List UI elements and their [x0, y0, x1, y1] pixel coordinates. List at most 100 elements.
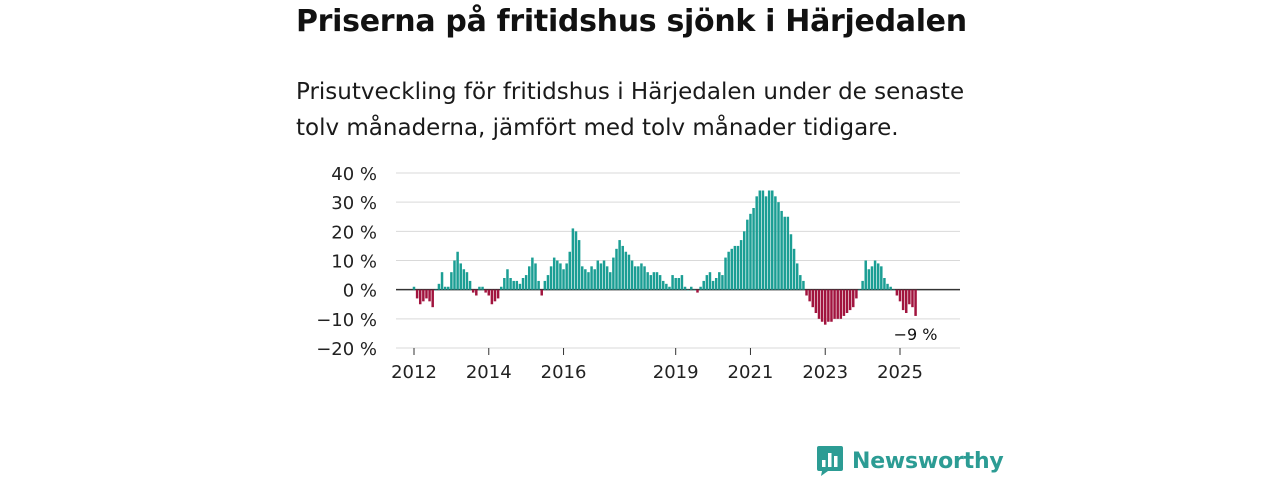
x-axis: 2012 2014 2016 2019 2021 2023 2025: [391, 348, 923, 383]
bar: [543, 280, 547, 290]
bar: [443, 286, 447, 290]
brand-logo: Newsworthy: [816, 445, 1004, 477]
bar: [422, 289, 425, 302]
bar: [440, 272, 444, 290]
bar: [621, 245, 624, 290]
bar: [462, 269, 466, 290]
bar: [792, 248, 796, 290]
bar: [453, 260, 456, 290]
bar: [481, 286, 484, 290]
bar: [630, 260, 634, 290]
bar: [836, 289, 839, 319]
bar: [499, 286, 503, 290]
bar: [602, 260, 606, 290]
bar: [521, 278, 525, 290]
bar: [637, 266, 640, 290]
bar: [605, 266, 609, 290]
bar: [412, 286, 416, 290]
x-tick-label: 2014: [466, 362, 512, 383]
bar: [661, 280, 665, 290]
bar: [795, 263, 799, 290]
bar: [518, 283, 522, 290]
bar: [574, 231, 578, 290]
bar: [571, 228, 575, 290]
bar: [612, 257, 615, 290]
x-tick-label: 2016: [541, 362, 587, 383]
bar: [752, 208, 755, 290]
x-tick-label: 2023: [802, 362, 848, 383]
bar: [556, 260, 559, 290]
bar: [889, 286, 892, 290]
bar: [577, 240, 581, 290]
bar: [680, 275, 684, 290]
bar: [786, 216, 790, 290]
bar: [624, 251, 628, 290]
bar: [724, 257, 727, 290]
bar: [867, 269, 871, 290]
bar: [475, 289, 478, 296]
bar: [665, 283, 668, 290]
bar: [702, 280, 705, 290]
y-tick-label: 0 %: [343, 281, 377, 302]
bar: [471, 289, 475, 293]
bar: [677, 278, 681, 290]
bar: [799, 275, 802, 290]
bar: [465, 272, 469, 290]
x-tick-label: 2021: [728, 362, 774, 383]
bar: [580, 266, 584, 290]
bar: [749, 213, 752, 290]
bar: [668, 286, 671, 290]
x-tick-label: 2025: [877, 362, 923, 383]
bar: [484, 289, 487, 293]
bar: [721, 275, 724, 290]
bar: [777, 202, 780, 290]
bar: [690, 286, 693, 290]
bar: [904, 289, 908, 313]
bar: [434, 289, 438, 291]
bar: [761, 190, 765, 290]
bar: [568, 251, 572, 290]
bar-chart: 40 %30 %20 %10 %0 %−10 %−20 % 2012 2014 20…: [316, 164, 960, 383]
bar: [652, 272, 656, 290]
bar: [855, 289, 858, 299]
y-tick-label: −10 %: [316, 310, 377, 331]
bar: [418, 289, 422, 305]
bar: [767, 190, 771, 290]
chart-subtitle: Prisutveckling för fritidshus i Härjedal…: [296, 79, 965, 141]
bar: [633, 266, 637, 290]
bar: [515, 280, 519, 290]
bar: [546, 275, 550, 290]
bar: [587, 272, 590, 290]
newsworthy-logo-icon: [817, 446, 843, 476]
bar: [496, 289, 500, 299]
x-tick-label: 2012: [391, 362, 437, 383]
bar: [683, 286, 687, 290]
bar: [808, 289, 811, 302]
bar: [640, 263, 643, 290]
bar: [599, 263, 603, 290]
bar: [858, 289, 861, 291]
bar: [714, 278, 718, 290]
bar: [552, 257, 556, 290]
bar: [811, 289, 815, 308]
bar: [456, 251, 459, 290]
bar: [814, 289, 818, 313]
bar: [895, 289, 899, 296]
bar: [699, 286, 702, 290]
bar: [880, 266, 883, 290]
bar: [534, 263, 537, 290]
bar: [493, 289, 497, 302]
bar: [883, 278, 886, 290]
bar: [468, 280, 472, 290]
bar: [873, 260, 877, 290]
bar: [705, 275, 709, 290]
bar: [596, 260, 600, 290]
bar: [820, 289, 824, 322]
bar: [758, 190, 762, 290]
bar: [733, 245, 737, 290]
bar: [736, 245, 740, 290]
bar: [590, 266, 593, 290]
bar: [593, 269, 596, 290]
bar: [509, 278, 512, 290]
bar: [506, 269, 509, 290]
